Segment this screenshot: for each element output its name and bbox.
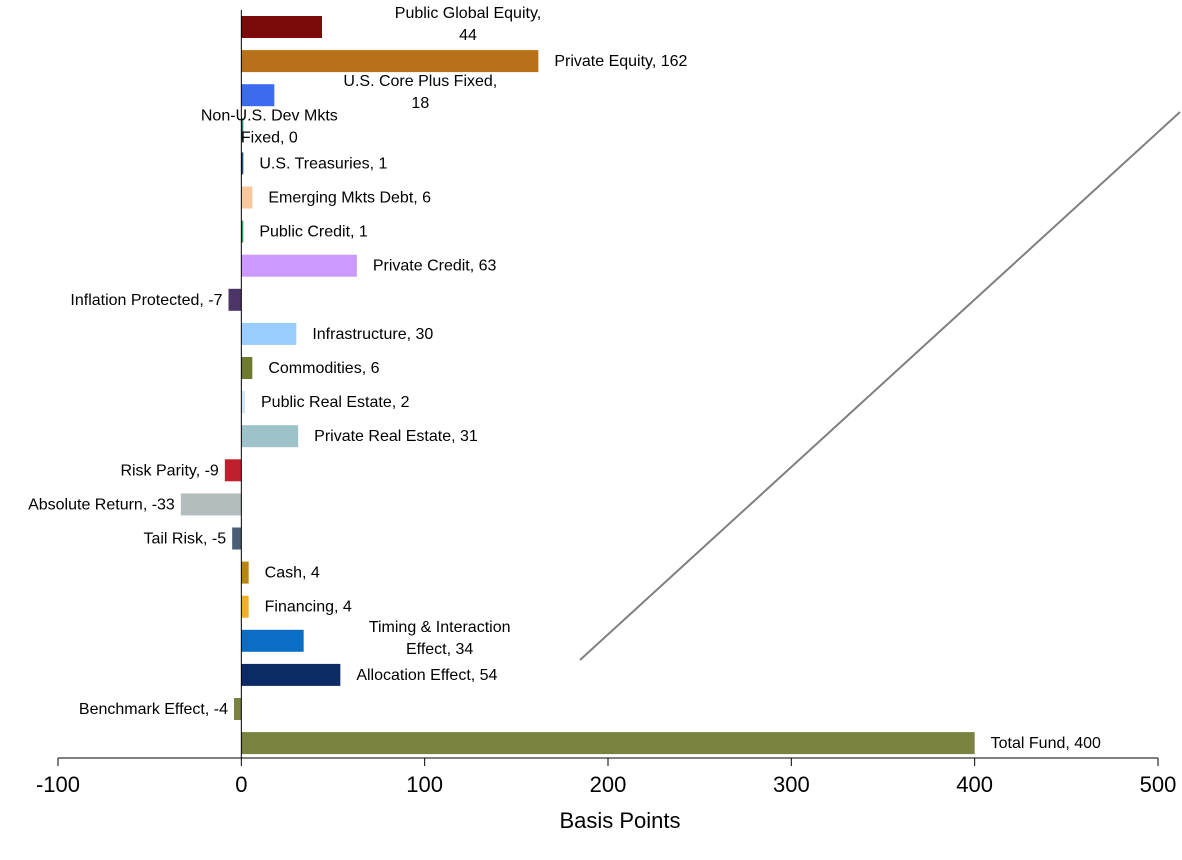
x-tick-label-2: 100 [406,772,443,797]
x-tick-label-5: 400 [956,772,993,797]
bar-label-6: Public Credit, 1 [259,224,368,241]
bar-16 [241,561,249,584]
bar-label-2: U.S. Core Plus Fixed, 18 [343,73,497,112]
bar-label-12: Private Real Estate, 31 [314,428,478,445]
bar-label-17: Financing, 4 [265,599,352,616]
bar-1 [241,50,539,73]
bar-label-1: Private Equity, 162 [554,53,687,70]
bar-labels-layer: Public Global Equity, 44 Private Equity, 1… [28,5,1101,752]
bar-label-7: Private Credit, 63 [373,258,497,275]
bar-21 [241,732,975,755]
bar-15 [232,527,242,550]
bar-4 [241,152,244,175]
bar-8 [228,288,242,311]
bar-label-18: Timing & Interaction Effect, 34 [369,619,511,658]
bar-14 [180,493,242,516]
bar-label-0: Public Global Equity, 44 [395,5,541,44]
bar-label-14: Absolute Return, -33 [28,496,175,513]
bar-label-4: U.S. Treasuries, 1 [259,155,387,172]
bar-2 [241,84,275,107]
bar-label-5: Emerging Mkts Debt, 6 [268,190,431,207]
bar-19 [241,663,341,686]
decorative-diagonal-line [579,111,1181,661]
bar-11 [241,391,245,414]
x-tick-label-3: 200 [590,772,627,797]
bar-label-15: Tail Risk, -5 [143,531,226,548]
bar-12 [241,425,299,448]
bar-label-20: Benchmark Effect, -4 [79,701,228,718]
x-axis-ticks: -100 0 100 200 300 400 500 [36,758,1176,797]
bar-10 [241,357,253,379]
bar-17 [241,595,249,618]
bar-3 [241,118,244,141]
x-axis-title: Basis Points [559,808,680,833]
bar-label-16: Cash, 4 [265,565,320,582]
bar-label-3: Non-U.S. Dev Mkts Fixed, 0 [201,107,338,146]
bar-label-11: Public Real Estate, 2 [261,394,410,411]
bars-layer [180,16,975,755]
bar-label-19: Allocation Effect, 54 [356,667,497,684]
x-tick-label-6: 500 [1140,772,1177,797]
bar-label-9: Infrastructure, 30 [312,326,433,343]
bar-label-21: Total Fund, 400 [991,735,1101,752]
bar-6 [241,220,244,243]
x-tick-label-0: -100 [36,772,80,797]
bar-5 [241,186,253,209]
bar-18 [241,629,304,652]
bar-label-8: Inflation Protected, -7 [70,292,222,309]
bar-13 [224,459,242,482]
x-tick-label-1: 0 [235,772,247,797]
bar-7 [241,254,357,277]
bar-0 [241,16,322,38]
bar-9 [241,322,297,345]
bar-20 [234,698,242,720]
x-tick-label-4: 300 [773,772,810,797]
bar-label-13: Risk Parity, -9 [120,462,218,479]
bar-label-10: Commodities, 6 [268,360,379,377]
